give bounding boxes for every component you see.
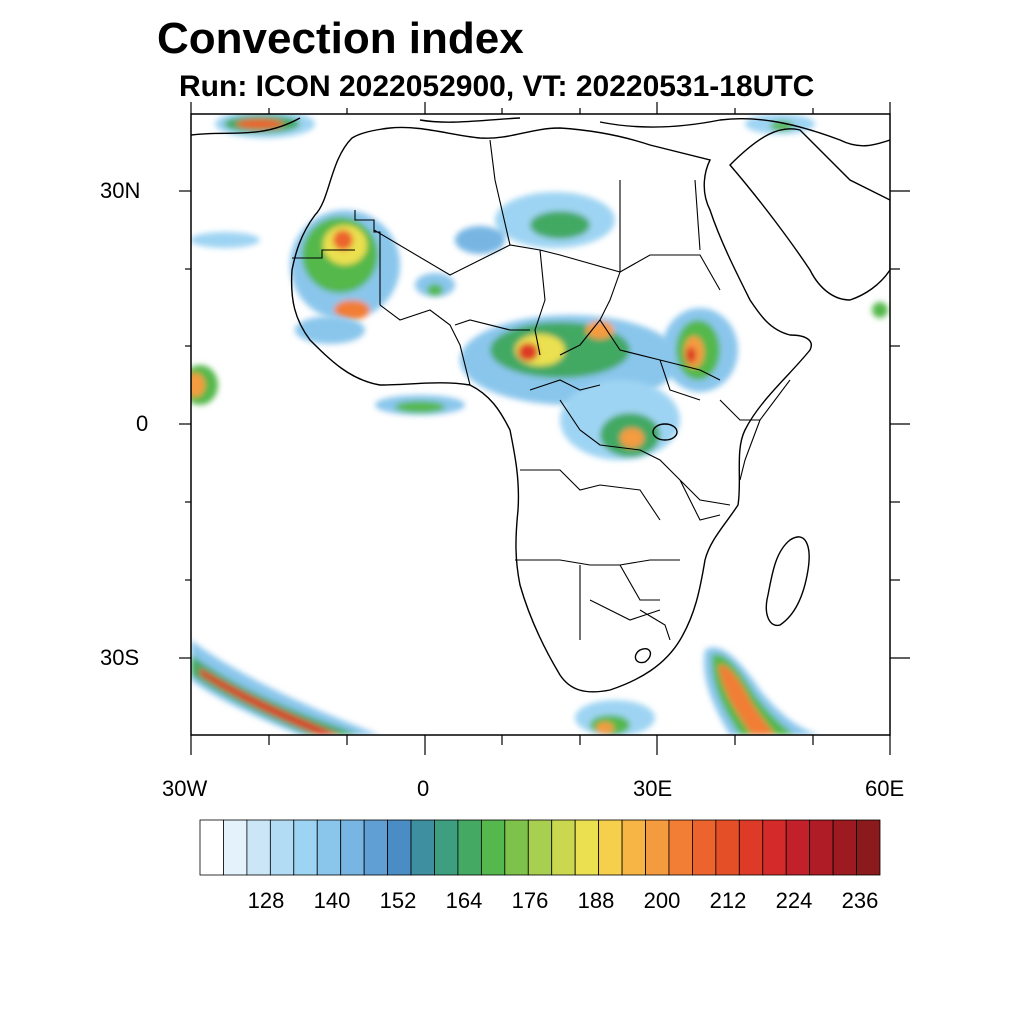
colorbar-swatch <box>668 819 693 876</box>
colorbar-label: 140 <box>313 888 351 913</box>
convection-cell-central-africa <box>460 315 680 405</box>
colorbar <box>199 819 881 876</box>
lat-label-30n: 30N <box>100 178 141 203</box>
colorbar-swatch <box>363 819 388 876</box>
colorbar-label: 212 <box>709 888 747 913</box>
colorbar-swatch <box>246 819 271 876</box>
lake-victoria <box>652 423 678 441</box>
coastlines <box>191 117 890 693</box>
colorbar-swatch <box>293 819 318 876</box>
colorbar-swatch <box>480 819 506 876</box>
colorbar-swatch <box>785 819 811 876</box>
madagascar-coastline <box>765 536 810 627</box>
colorbar-label: 128 <box>247 888 285 913</box>
colorbar-swatch <box>645 819 670 876</box>
convection-cell-north <box>215 114 315 138</box>
arabia-coastline <box>729 128 890 301</box>
colorbar-label: 224 <box>775 888 813 913</box>
lon-label-60e: 60E <box>865 776 905 801</box>
colorbar-swatch <box>809 819 834 876</box>
colorbar-swatch <box>410 819 435 876</box>
convection-front-southeast <box>704 647 820 735</box>
colorbar-swatch <box>316 819 342 876</box>
colorbar-swatch <box>621 819 646 876</box>
colorbar-swatch <box>223 819 248 876</box>
colorbar-swatch <box>574 819 600 876</box>
axis-ticks <box>179 102 910 755</box>
convection-cell-atlantic <box>191 365 218 405</box>
colorbar-label: 176 <box>511 888 549 913</box>
convection-cell-sahara-central <box>415 192 615 297</box>
colorbar-swatch <box>832 819 857 876</box>
colorbar-swatch <box>856 819 881 876</box>
colorbar-label: 188 <box>577 888 615 913</box>
europe-coastline <box>191 117 890 147</box>
colorbar-swatch <box>527 819 553 876</box>
convection-field <box>191 114 888 735</box>
africa-coastline <box>290 126 812 693</box>
chart-title: Convection index <box>157 14 524 63</box>
colorbar-label: 236 <box>841 888 879 913</box>
colorbar-swatch <box>434 819 459 876</box>
colorbar-swatch <box>340 819 365 876</box>
convection-cell-west-sahara <box>191 210 400 320</box>
convection-cell-ethiopia <box>662 308 738 392</box>
convection-cell-congo <box>560 380 680 460</box>
colorbar-swatch <box>269 819 295 876</box>
colorbar-swatch <box>199 819 224 876</box>
colorbar-swatch <box>692 819 717 876</box>
colorbar-label: 200 <box>643 888 681 913</box>
country-borders <box>292 139 791 641</box>
lat-label-0: 0 <box>136 411 149 436</box>
colorbar-swatch <box>551 819 576 876</box>
convection-cell-south-africa <box>575 700 655 735</box>
convection-cell-mediterranean <box>745 114 888 318</box>
chart-subtitle: Run: ICON 2022052900, VT: 20220531-18UTC <box>179 70 815 103</box>
lat-label-30s: 30S <box>100 645 140 670</box>
lon-label-0: 0 <box>417 776 430 801</box>
colorbar-swatch <box>598 819 623 876</box>
colorbar-label: 164 <box>445 888 483 913</box>
convection-cell-guinea <box>295 316 465 415</box>
colorbar-swatch <box>715 819 740 876</box>
lon-label-30w: 30W <box>162 776 208 801</box>
colorbar-swatch <box>457 819 482 876</box>
colorbar-swatch <box>738 819 764 876</box>
colorbar-swatch <box>762 819 787 876</box>
colorbar-label: 152 <box>379 888 417 913</box>
lon-label-30e: 30E <box>633 776 673 801</box>
convection-front-southwest <box>191 640 380 735</box>
lesotho-border <box>634 648 652 664</box>
colorbar-swatch <box>504 819 529 876</box>
colorbar-swatch <box>387 819 412 876</box>
